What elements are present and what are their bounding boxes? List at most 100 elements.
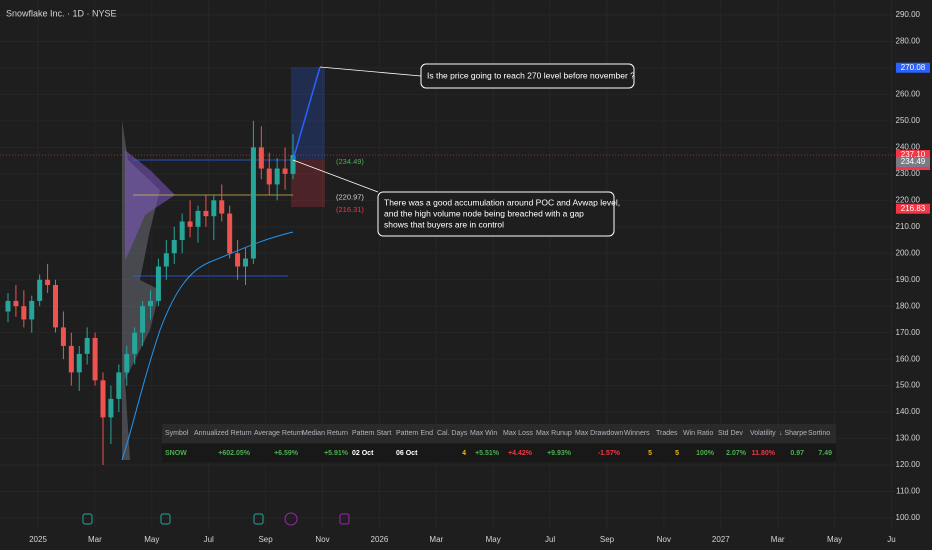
earnings-markers	[82, 512, 350, 526]
table-header: Annualized Return	[194, 430, 252, 437]
candle-body	[140, 306, 146, 333]
candle-body	[274, 168, 280, 185]
x-tick-label: May	[144, 535, 159, 544]
price-axis	[895, 0, 932, 550]
candle-body	[108, 398, 114, 418]
table-header: Max Loss	[503, 430, 533, 437]
table-cell: +5.51%	[475, 450, 500, 457]
annotation-text: Is the price going to reach 270 level be…	[427, 70, 635, 80]
table-header: Max Runup	[536, 430, 572, 437]
table-header: Max Win	[470, 430, 497, 437]
price-label: 216.83	[901, 204, 926, 213]
candle-body	[132, 332, 138, 354]
price-label-bg	[896, 203, 930, 214]
table-header: Pattern Start	[352, 430, 391, 437]
candle-body	[68, 345, 74, 373]
dividend-icon	[284, 512, 298, 526]
y-tick-label: 250.00	[896, 116, 921, 125]
table-cell: 06 Oct	[396, 450, 418, 457]
candle-body	[53, 285, 58, 328]
earnings-icon	[160, 513, 171, 525]
y-tick-label: 200.00	[896, 248, 921, 257]
y-tick-label: 140.00	[896, 407, 921, 416]
candle-body	[290, 155, 296, 174]
x-tick-label: Mar	[771, 535, 785, 544]
candle-body	[124, 353, 130, 373]
candle-body	[13, 300, 19, 307]
callout-box	[420, 63, 635, 89]
table-header: Pattern End	[396, 430, 433, 437]
x-tick-label: May	[827, 535, 842, 544]
x-tick-label: Mar	[429, 535, 443, 544]
x-tick-label: Nov	[315, 535, 329, 544]
y-tick-label: 190.00	[896, 275, 921, 284]
earnings-icon	[82, 513, 93, 525]
annotation-text: shows that buyers are in control	[384, 219, 504, 229]
x-tick-label: 2027	[712, 535, 730, 544]
candle-body	[219, 200, 225, 214]
y-tick-label: 180.00	[896, 301, 921, 310]
table-cell: +5.91%	[324, 450, 349, 457]
candle-body	[195, 210, 201, 227]
table-cell: 11.80%	[752, 450, 776, 457]
candle-body	[155, 266, 161, 301]
risk-box	[291, 160, 325, 207]
avwap-line	[121, 231, 294, 461]
price-label: 237.10	[901, 150, 926, 159]
x-tick-label: Sep	[600, 535, 615, 544]
candle-body	[45, 279, 51, 286]
x-tick-label: Jul	[204, 535, 214, 544]
table-cell: 0.97	[790, 450, 804, 457]
candle-body	[5, 300, 11, 312]
table-cell: 2.07%	[726, 450, 747, 457]
x-tick-label: Nov	[657, 535, 671, 544]
candle-body	[250, 147, 256, 259]
x-tick-label: May	[486, 535, 501, 544]
table-header-bg	[162, 424, 836, 443]
table-header: Median Return	[302, 430, 348, 437]
table-header: Volatility	[750, 430, 776, 437]
level-label: (234.49)	[336, 157, 364, 166]
y-tick-label: 110.00	[896, 487, 920, 496]
table-header: Symbol	[165, 430, 189, 437]
candle-body	[187, 221, 193, 227]
table-cell: 7.49	[818, 450, 832, 457]
price-label: 234.49	[901, 157, 926, 166]
candle-body	[21, 306, 27, 320]
price-label-bg	[896, 62, 930, 73]
table-header: Win Ratio	[683, 430, 713, 437]
table-header: Winners	[624, 430, 650, 437]
table-cell: -1.57%	[598, 450, 621, 457]
table-cell: 5	[675, 450, 679, 457]
candle-body	[179, 221, 185, 241]
candles	[5, 120, 296, 466]
candle-body	[37, 279, 43, 301]
table-header: Max Drawdown	[575, 430, 623, 437]
y-tick-label: 290.00	[896, 10, 921, 19]
y-tick-label: 130.00	[896, 434, 921, 443]
earnings-icon	[339, 513, 350, 525]
callout-pointer	[319, 66, 422, 77]
candle-body	[235, 253, 241, 267]
table-header: Cal. Days	[437, 430, 468, 437]
table-cell: +4.42%	[508, 450, 533, 457]
table-cell: +9.93%	[547, 450, 572, 457]
table-cell: +602.05%	[218, 450, 250, 457]
candle-body	[84, 337, 90, 354]
candle-body	[203, 210, 209, 217]
y-tick-label: 230.00	[896, 169, 921, 178]
table-header: Std Dev	[718, 430, 743, 437]
annotation-text: There was a good accumulation around POC…	[384, 197, 620, 207]
candle-body	[60, 327, 66, 346]
candle-body	[76, 353, 82, 373]
candle-body	[211, 200, 217, 217]
candle-body	[29, 300, 35, 320]
table-cell: 100%	[696, 450, 715, 457]
table-header: Trades	[656, 430, 678, 437]
earnings-icon	[253, 513, 264, 525]
chart-title: Snowflake Inc. · 1D · NYSE	[6, 8, 117, 18]
candle-body	[100, 380, 106, 418]
table-cell: 4	[462, 450, 466, 457]
table-row-bg	[162, 444, 836, 462]
y-tick-label: 210.00	[896, 222, 921, 231]
